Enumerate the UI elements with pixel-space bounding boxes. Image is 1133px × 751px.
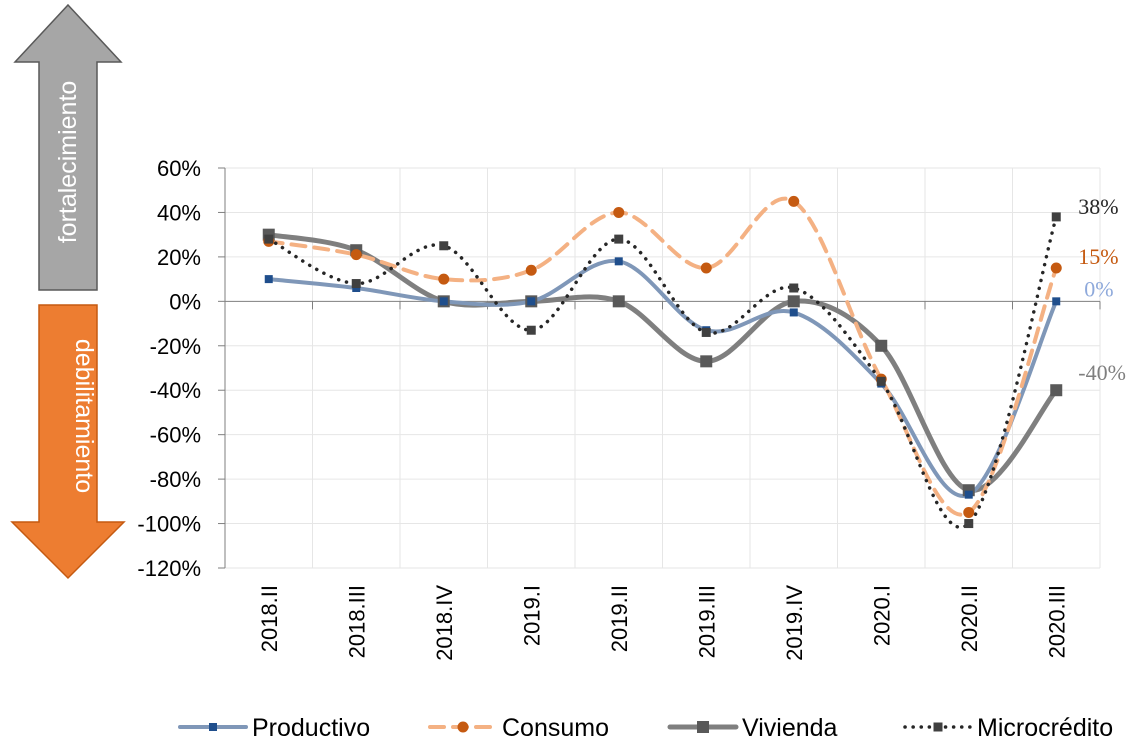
y-tick-label: -60% — [150, 423, 201, 448]
y-tick-label: -80% — [150, 467, 201, 492]
grid — [225, 167, 1101, 569]
legend-label: Microcrédito — [977, 714, 1113, 742]
x-tick-label: 2019.IV — [782, 585, 807, 661]
legend-label: Vivienda — [742, 714, 838, 742]
axes: 60% 40% 20% 0% -20% -40% -60% -80% -100% -120% 201… — [137, 156, 1101, 661]
down-arrow-label: debilitamiento — [70, 339, 98, 493]
y-tick-label: 40% — [157, 200, 201, 225]
marker-productivo — [527, 297, 536, 306]
x-tick-label: 2020.I — [869, 585, 894, 646]
y-tick-label: 60% — [157, 156, 201, 181]
marker-microcredito — [614, 234, 624, 244]
end-value-labels: 38% 15% 0% -40% — [1078, 194, 1126, 385]
series-line-consumo — [266, 196, 1059, 517]
y-tick-label: -20% — [150, 334, 201, 359]
marker-productivo — [964, 490, 973, 499]
legend-label: Productivo — [252, 714, 370, 742]
marker-microcredito — [964, 519, 974, 529]
marker-consumo — [350, 249, 362, 261]
marker-consumo — [963, 506, 975, 518]
marker-consumo — [700, 262, 712, 274]
marker-vivienda — [612, 295, 625, 308]
legend-swatch-marker — [457, 721, 469, 733]
series-lines — [266, 196, 1059, 529]
marker-microcredito — [351, 279, 361, 289]
legend-label: Consumo — [502, 714, 609, 742]
marker-consumo — [1050, 262, 1062, 274]
marker-vivienda — [787, 295, 800, 308]
y-tick-label: 0% — [169, 289, 201, 314]
x-tick-label: 2020.II — [957, 585, 982, 652]
y-tick-label: -40% — [150, 378, 201, 403]
marker-productivo — [614, 257, 623, 266]
legend-item-productivo: Productivo — [178, 714, 370, 742]
x-tick-label: 2018.II — [257, 585, 282, 652]
marker-consumo — [525, 264, 537, 276]
end-value-label: 15% — [1078, 244, 1118, 269]
marker-productivo — [789, 308, 798, 317]
x-tick-label: 2019.III — [694, 585, 719, 658]
marker-productivo — [264, 275, 273, 284]
marker-consumo — [438, 273, 450, 285]
legend-item-microcredito: Microcrédito — [903, 714, 1113, 742]
marker-productivo — [439, 297, 448, 306]
marker-microcredito — [526, 325, 536, 335]
end-value-label: -40% — [1078, 360, 1126, 385]
series-markers — [262, 195, 1063, 529]
legend-swatch-marker — [209, 723, 217, 731]
marker-microcredito — [789, 283, 799, 293]
legend-item-vivienda: Vivienda — [667, 714, 838, 742]
direction-arrows: fortalecimiento debilitamiento — [10, 3, 126, 580]
marker-microcredito — [701, 327, 711, 337]
x-tick-label: 2018.III — [344, 585, 369, 658]
x-tick-label: 2020.III — [1044, 585, 1069, 658]
down-arrow-icon — [10, 304, 126, 580]
y-tick-label: 20% — [157, 245, 201, 270]
end-value-label: 0% — [1084, 276, 1113, 301]
series-line-vivienda — [266, 232, 1059, 493]
y-tick-label: -100% — [137, 512, 201, 537]
marker-microcredito — [876, 376, 886, 386]
legend-swatch-marker — [933, 722, 943, 732]
marker-microcredito — [1051, 212, 1061, 222]
marker-productivo — [1052, 297, 1061, 306]
marker-consumo — [788, 195, 800, 207]
end-value-label: 38% — [1078, 194, 1118, 219]
up-arrow-label: fortalecimiento — [54, 81, 82, 244]
up-arrow-icon — [13, 3, 123, 291]
marker-vivienda — [875, 339, 888, 352]
legend: Productivo Consumo Vivienda Microcrédito — [178, 714, 1113, 742]
marker-microcredito — [264, 234, 274, 244]
y-tick-label: -120% — [137, 556, 201, 581]
series-line-productivo — [266, 259, 1059, 498]
legend-item-consumo: Consumo — [428, 714, 609, 742]
legend-swatch-marker — [697, 721, 709, 733]
x-tick-label: 2019.II — [607, 585, 632, 652]
marker-consumo — [613, 206, 625, 218]
x-tick-label: 2019.I — [519, 585, 544, 646]
x-tick-label: 2018.IV — [432, 585, 457, 661]
marker-microcredito — [439, 241, 449, 251]
marker-vivienda — [1050, 384, 1063, 397]
marker-vivienda — [700, 355, 713, 368]
